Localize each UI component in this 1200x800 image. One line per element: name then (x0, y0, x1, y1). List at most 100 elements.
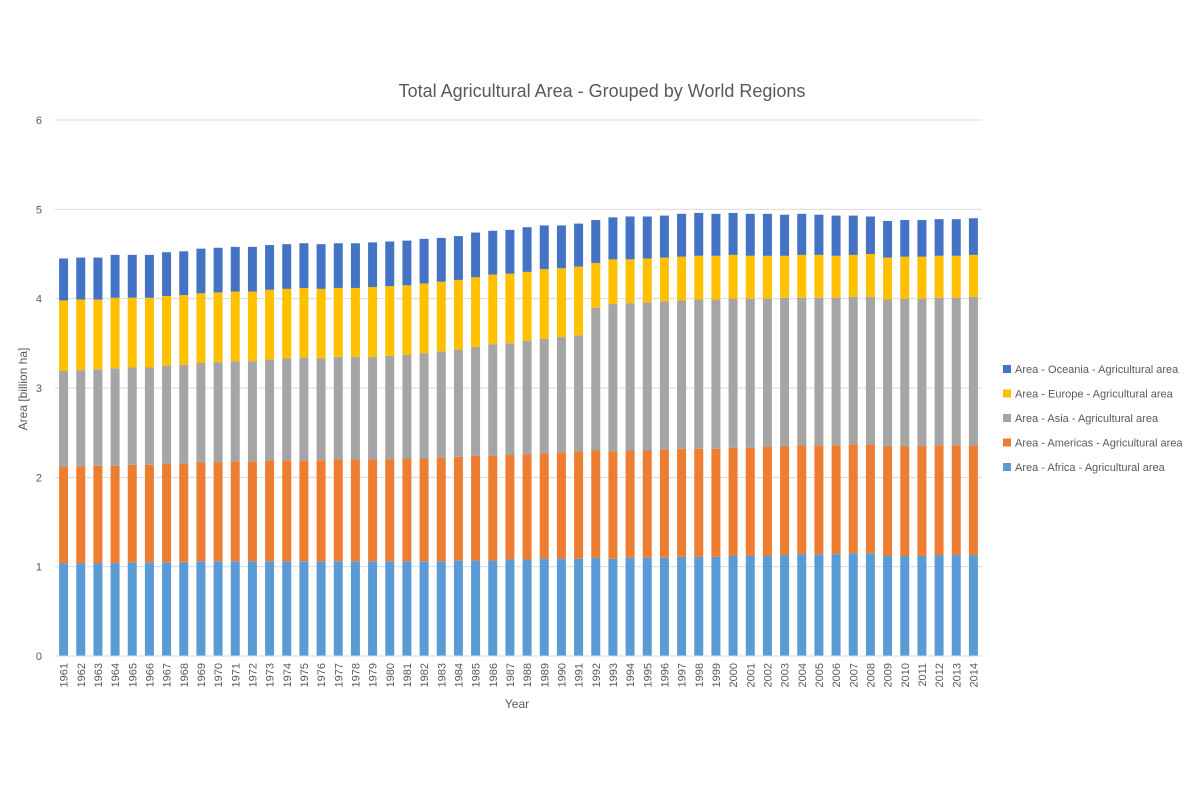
bar-segment-s3-2001 (745, 255, 755, 299)
bar-segment-s0-2001 (745, 555, 755, 656)
bar-segment-s0-2011 (917, 555, 927, 656)
bar-segment-s4-1993 (608, 217, 618, 260)
y-axis-ticks: 0 1 2 3 4 5 6 (36, 115, 42, 663)
x-tick-label: 1999 (711, 663, 723, 687)
bar-segment-s4-1996 (659, 215, 669, 258)
bar-segment-s3-1999 (711, 255, 721, 300)
bar-segment-s2-1980 (385, 355, 395, 460)
bar-segment-s0-1968 (179, 562, 189, 656)
bar-segment-s2-1990 (556, 337, 566, 453)
bar-segment-s3-1973 (265, 289, 275, 360)
y-tick-label: 4 (36, 294, 42, 306)
bar-segment-s1-1994 (625, 450, 635, 558)
bar-segment-s4-1997 (677, 213, 687, 257)
bar-segment-s1-1980 (385, 459, 395, 562)
bar-segment-s4-1975 (299, 243, 309, 288)
bar-segment-s4-1968 (179, 251, 189, 296)
bar-segment-s0-1987 (505, 559, 515, 656)
bar-segment-s0-1990 (556, 558, 566, 656)
bar-segment-s2-1963 (93, 369, 103, 466)
bar-segment-s0-1993 (608, 558, 618, 656)
bar-segment-s3-1976 (316, 288, 326, 359)
gridlines (55, 119, 982, 568)
bar-segment-s4-1992 (591, 220, 601, 263)
bar-segment-s2-1993 (608, 304, 618, 452)
bar-segment-s1-1979 (368, 459, 378, 562)
bar-segment-s0-1997 (677, 556, 687, 656)
bar-segment-s1-2002 (762, 446, 772, 556)
bar-segment-s1-1996 (659, 449, 669, 558)
bar-segment-s0-2014 (968, 555, 978, 656)
bar-segment-s3-1992 (591, 262, 601, 308)
bar-segment-s2-2012 (934, 297, 944, 446)
bar-segment-s4-1988 (522, 227, 532, 272)
bar-segment-s1-2003 (780, 446, 790, 556)
legend-swatch (1003, 438, 1011, 447)
bar-segment-s0-2007 (848, 553, 858, 656)
bar-segment-s0-1980 (385, 561, 395, 656)
bar-segment-s1-1968 (179, 463, 189, 563)
bar-segment-s3-1981 (402, 285, 412, 355)
x-tick-label: 1987 (505, 663, 517, 687)
bar-segment-s3-2012 (934, 255, 944, 298)
bar-segment-s3-2011 (917, 256, 927, 299)
bar-segment-s1-1998 (694, 448, 704, 557)
bar-segment-s2-1969 (196, 362, 206, 463)
x-tick-label: 2004 (797, 663, 809, 687)
bar-segment-s4-2000 (728, 212, 738, 255)
bar-segment-s1-1969 (196, 462, 206, 562)
bar-segment-s4-1994 (625, 216, 635, 260)
bar-segment-s0-1994 (625, 557, 635, 656)
x-tick-label: 1978 (350, 663, 362, 687)
bar-segment-s3-1977 (333, 287, 343, 357)
bar-segment-s0-1984 (453, 560, 463, 656)
bar-segment-s2-2005 (814, 297, 824, 446)
bar-segment-s4-1982 (419, 238, 429, 284)
bar-segment-s4-1970 (213, 247, 223, 293)
x-tick-label: 1980 (385, 663, 397, 687)
bar-segment-s3-2014 (968, 254, 978, 297)
bar-segment-s0-1981 (402, 561, 412, 656)
bar-segment-s2-1965 (127, 367, 137, 465)
bar-segment-s2-1983 (436, 351, 446, 458)
bar-segment-s4-1987 (505, 229, 515, 274)
legend-label: Area - Oceania - Agricultural area (1015, 364, 1179, 376)
bar-segment-s3-1964 (110, 297, 120, 369)
bar-segment-s2-1991 (574, 335, 584, 452)
bar-segment-s3-2007 (848, 254, 858, 297)
bar-segment-s1-1993 (608, 451, 618, 559)
bar-segment-s2-2008 (865, 296, 875, 445)
x-tick-label: 1997 (677, 663, 689, 687)
bar-segment-s1-2014 (968, 445, 978, 556)
bar-segment-s2-1992 (591, 307, 601, 451)
bar-segment-s1-1999 (711, 448, 721, 557)
x-tick-label: 2010 (900, 663, 912, 687)
bar-segment-s3-1974 (282, 288, 292, 359)
bar-segment-s1-2004 (797, 445, 807, 555)
bar-segment-s1-2009 (883, 446, 893, 556)
bar-segment-s4-1984 (453, 236, 463, 280)
bar-segment-s3-1970 (213, 292, 223, 363)
bar-segment-s0-1972 (247, 561, 257, 656)
bar-segment-s2-1982 (419, 353, 429, 459)
x-tick-label: 1986 (488, 663, 500, 687)
bar-segment-s1-2012 (934, 445, 944, 556)
bar-segment-s2-1997 (677, 300, 687, 449)
legend-swatch (1003, 389, 1011, 398)
bar-segment-s3-1997 (677, 256, 687, 301)
bar-segment-s0-1971 (230, 561, 240, 656)
bar-segment-s2-1995 (642, 302, 652, 451)
bar-segment-s2-1968 (179, 364, 189, 464)
x-tick-label: 1989 (539, 663, 551, 687)
bar-segment-s3-1961 (59, 300, 69, 372)
x-tick-label: 2006 (831, 663, 843, 687)
bar-segment-s0-1986 (488, 560, 498, 656)
bar-segment-s4-1965 (127, 254, 137, 298)
chart-title: Total Agricultural Area - Grouped by Wor… (399, 81, 806, 101)
bar-segment-s2-1984 (453, 349, 463, 457)
x-tick-label: 1979 (368, 663, 380, 687)
bar-segment-s3-1987 (505, 273, 515, 344)
bar-segment-s3-1978 (350, 287, 360, 357)
x-tick-label: 1976 (316, 663, 328, 687)
x-tick-label: 1974 (282, 663, 294, 687)
